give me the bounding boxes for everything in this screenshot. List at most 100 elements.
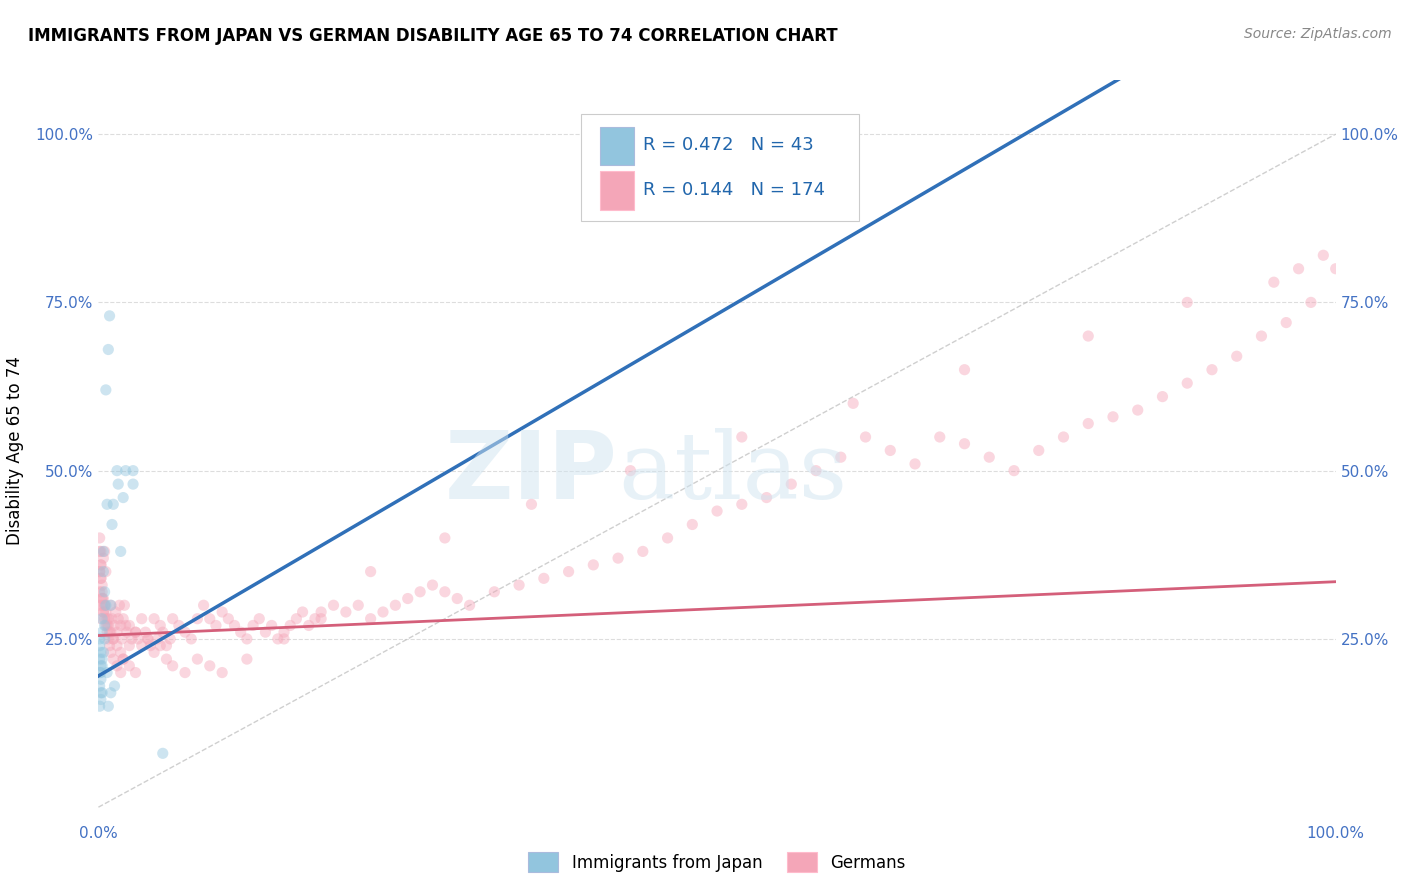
Point: [211, 665, 233, 680]
Point: [91, 658, 114, 673]
Point: [94, 618, 117, 632]
Point: [89, 531, 111, 545]
Point: [855, 430, 877, 444]
Point: [100, 645, 122, 659]
Point: [97, 699, 120, 714]
Point: [118, 658, 141, 673]
Point: [1175, 376, 1198, 391]
Point: [107, 612, 129, 626]
Point: [89, 639, 111, 653]
Point: [285, 612, 308, 626]
Point: [1102, 409, 1125, 424]
FancyBboxPatch shape: [581, 113, 859, 221]
Point: [112, 491, 135, 505]
Point: [94, 605, 117, 619]
Point: [131, 612, 153, 626]
Point: [121, 632, 143, 646]
Point: [108, 599, 131, 613]
Point: [1028, 443, 1050, 458]
Point: [122, 477, 145, 491]
Point: [104, 605, 127, 619]
Point: [100, 625, 122, 640]
Point: [103, 632, 125, 646]
Point: [103, 632, 125, 646]
Point: [1126, 403, 1149, 417]
Text: R = 0.144   N = 174: R = 0.144 N = 174: [643, 181, 825, 199]
Point: [446, 591, 468, 606]
Point: [93, 544, 115, 558]
Point: [122, 464, 145, 478]
Point: [91, 591, 114, 606]
Point: [236, 632, 259, 646]
Point: [89, 565, 111, 579]
Point: [904, 457, 927, 471]
Point: [93, 565, 115, 579]
Text: atlas: atlas: [619, 427, 848, 517]
Point: [93, 605, 115, 619]
Text: ZIP: ZIP: [446, 426, 619, 518]
Point: [97, 612, 120, 626]
Point: [879, 443, 901, 458]
Point: [273, 632, 295, 646]
Point: [118, 618, 141, 632]
Point: [186, 612, 208, 626]
Point: [298, 618, 321, 632]
Point: [1052, 430, 1074, 444]
Point: [100, 599, 122, 613]
Point: [706, 504, 728, 518]
Point: [91, 578, 114, 592]
Point: [114, 464, 136, 478]
Point: [198, 612, 221, 626]
Point: [94, 599, 117, 613]
Point: [619, 464, 641, 478]
Point: [1152, 390, 1174, 404]
Point: [94, 565, 117, 579]
Point: [804, 464, 827, 478]
Point: [360, 612, 382, 626]
Point: [90, 673, 112, 687]
Point: [96, 497, 118, 511]
Point: [90, 645, 112, 659]
Point: [136, 632, 159, 646]
Point: [205, 618, 228, 632]
Point: [89, 565, 111, 579]
Point: [91, 584, 114, 599]
Point: [100, 686, 122, 700]
Point: [91, 591, 114, 606]
Point: [607, 551, 630, 566]
Point: [90, 571, 112, 585]
Point: [152, 747, 174, 761]
Legend: Immigrants from Japan, Germans: Immigrants from Japan, Germans: [522, 846, 912, 879]
Point: [143, 612, 166, 626]
Point: [131, 639, 153, 653]
Point: [146, 632, 169, 646]
Point: [112, 612, 135, 626]
FancyBboxPatch shape: [599, 171, 634, 210]
Point: [267, 632, 290, 646]
Point: [433, 531, 456, 545]
Point: [90, 558, 112, 572]
Point: [1201, 362, 1223, 376]
Point: [1077, 329, 1099, 343]
Point: [110, 618, 132, 632]
Point: [1175, 295, 1198, 310]
Point: [127, 632, 149, 646]
Point: [93, 584, 115, 599]
Point: [278, 618, 301, 632]
Point: [93, 599, 115, 613]
Point: [139, 639, 162, 653]
Point: [174, 625, 197, 640]
Point: [1077, 417, 1099, 431]
Point: [98, 625, 121, 640]
Point: [557, 565, 579, 579]
Point: [830, 450, 852, 465]
Point: [484, 584, 506, 599]
Point: [93, 544, 115, 558]
Point: [89, 652, 111, 666]
Point: [103, 497, 125, 511]
Point: [112, 652, 135, 666]
Point: [953, 362, 976, 376]
Point: [681, 517, 703, 532]
Point: [93, 632, 115, 646]
Point: [155, 652, 177, 666]
